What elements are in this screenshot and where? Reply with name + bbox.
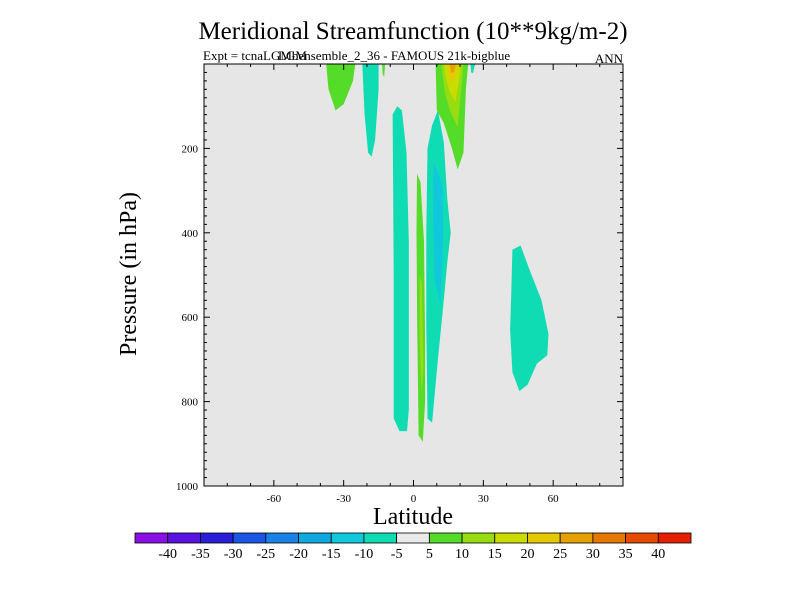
colorbar-swatch — [527, 532, 561, 544]
colorbar-label: -35 — [191, 547, 210, 562]
season-label: ANN — [595, 51, 624, 66]
colorbar-swatch — [396, 532, 430, 544]
y-tick-label: 400 — [182, 228, 199, 240]
colorbar-label: -5 — [391, 547, 403, 562]
y-tick-label: 200 — [182, 143, 199, 155]
contour-equatorial-positive-core — [419, 275, 424, 394]
x-axis-label: Latitude — [373, 504, 453, 530]
contour-nh-upper-negative-small — [470, 64, 476, 74]
contour-nh-midlat-negative — [510, 245, 549, 392]
colorbar-swatch — [657, 532, 692, 544]
plot-background — [204, 64, 623, 486]
x-tick-label: -60 — [266, 493, 281, 505]
x-tick-label: 60 — [548, 493, 560, 505]
contour-nh-upper-positive-30 — [449, 64, 456, 74]
colorbar-label: 30 — [586, 547, 600, 562]
chart-title: Meridional Streamfunction (10**9kg/m-2) — [198, 18, 627, 45]
colorbar-label: 15 — [488, 547, 502, 562]
colorbar-label: 20 — [520, 547, 534, 562]
colorbar-swatch — [592, 532, 626, 544]
colorbar-swatch — [625, 532, 659, 544]
colorbar-swatch — [559, 532, 594, 544]
contour-equatorial-negative-deep — [392, 106, 409, 432]
colorbar-swatch — [330, 532, 365, 544]
colorbar-label: 25 — [553, 547, 567, 562]
y-tick-label: 1000 — [176, 481, 199, 493]
colorbar-swatch — [428, 532, 463, 544]
colorbar-label: -10 — [355, 547, 374, 562]
contour-small-positive-sliver — [382, 64, 386, 77]
contour-nh-upper-positive-20 — [443, 64, 462, 102]
colorbar-label: -20 — [289, 547, 308, 562]
colorbar-swatch — [461, 532, 496, 544]
plot-area: -60 -30 0 30 60 200 400 600 800 1000 — [176, 63, 624, 505]
colorbar-label: 40 — [651, 547, 665, 562]
contour-nh-negative-core — [433, 161, 444, 305]
colorbar-label: 35 — [619, 547, 633, 562]
contour-sh-upper-positive — [326, 64, 356, 111]
colorbar-swatch — [167, 532, 201, 544]
y-tick-label: 800 — [182, 397, 199, 409]
colorbar-label: -15 — [322, 547, 341, 562]
chart-subtitle: Expt = tcnaLGMbensemble_2_36 - FAMOUS 21… — [203, 48, 510, 63]
colorbar-swatch — [134, 532, 169, 544]
colorbar-swatch — [200, 532, 234, 544]
y-axis-label: Pressure (in hPa) — [116, 192, 142, 356]
x-tick-label: 30 — [478, 493, 490, 505]
contour-nh-upper-positive-25 — [447, 64, 458, 83]
colorbar-label: 5 — [426, 547, 433, 562]
colorbar-label: 10 — [455, 547, 469, 562]
colorbar-label: -40 — [158, 547, 177, 562]
chart-overlay-label: LGM — [278, 48, 307, 63]
colorbar-swatch — [232, 532, 267, 544]
colorbar-swatch — [265, 532, 299, 544]
colorbar-swatch — [363, 532, 398, 544]
y-tick-label: 600 — [182, 312, 199, 324]
x-tick-label: 0 — [411, 493, 417, 505]
colorbar-label: -25 — [256, 547, 275, 562]
colorbar: -40 -35 -30 -25 -20 -15 -10 -5 5 10 15 20 25 30 35 40 — [134, 532, 692, 562]
contour-sh-upper-negative — [362, 64, 379, 157]
x-tick-label: -30 — [336, 493, 351, 505]
colorbar-swatch — [298, 532, 332, 544]
colorbar-label: -30 — [224, 547, 243, 562]
colorbar-swatch — [494, 532, 528, 544]
